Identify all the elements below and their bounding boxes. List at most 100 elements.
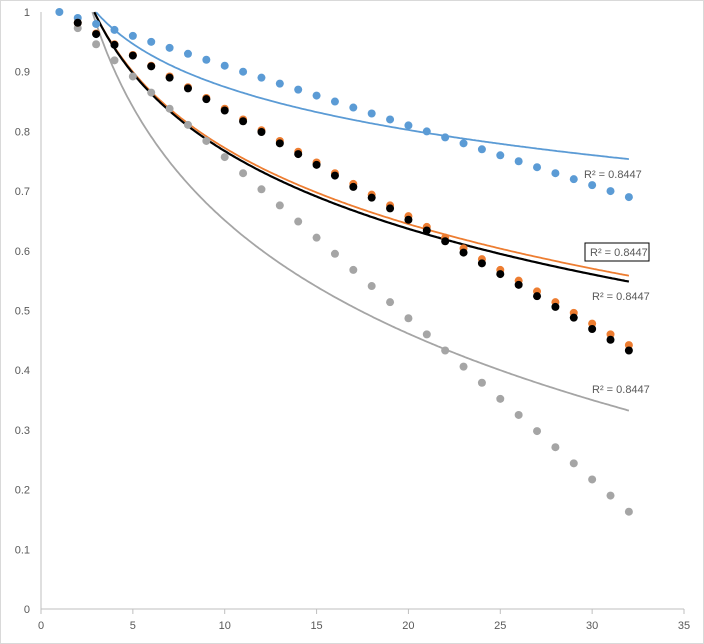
point-blue: [147, 37, 156, 46]
point-gray: [514, 410, 523, 419]
point-black: [73, 18, 82, 27]
point-blue: [257, 73, 266, 82]
point-black: [147, 62, 156, 71]
trendline-orange: [95, 15, 630, 277]
point-gray: [128, 72, 137, 81]
r2-label-black: R² = 0.8447: [592, 291, 650, 303]
point-blue: [183, 49, 192, 58]
trendline-gray: [91, 11, 630, 412]
point-black: [441, 237, 450, 246]
x-tick-label: 35: [678, 620, 690, 632]
x-tick-label: 0: [38, 620, 44, 632]
point-gray: [165, 104, 174, 113]
point-black: [569, 313, 578, 322]
x-tick-label: 5: [130, 620, 136, 632]
x-tick-label: 25: [494, 620, 506, 632]
point-blue: [496, 151, 505, 160]
y-tick-label: 0: [24, 604, 30, 616]
y-tick-label: 1: [24, 7, 30, 19]
point-black: [606, 335, 615, 344]
point-gray: [404, 314, 413, 323]
y-tick-label: 0.6: [15, 246, 30, 258]
x-tick-label: 20: [402, 620, 414, 632]
point-blue: [55, 8, 64, 16]
point-black: [386, 204, 395, 213]
point-black: [110, 40, 119, 49]
point-gray: [275, 201, 284, 210]
point-black: [239, 117, 248, 126]
point-blue: [220, 61, 229, 70]
point-blue: [459, 139, 468, 148]
point-gray: [367, 282, 376, 291]
point-blue: [165, 43, 174, 52]
point-gray: [496, 394, 505, 403]
r2-label-gray: R² = 0.8447: [592, 384, 650, 396]
point-blue: [533, 163, 542, 172]
point-blue: [514, 157, 523, 166]
point-gray: [257, 185, 266, 194]
point-blue: [128, 31, 137, 40]
point-blue: [239, 67, 248, 76]
point-black: [349, 182, 358, 191]
point-black: [514, 280, 523, 289]
point-gray: [422, 330, 431, 339]
r2-label-blue: R² = 0.8447: [584, 169, 642, 181]
r2-labels: R² = 0.8447 R² = 0.8447 R² = 0.8447 R² =…: [584, 169, 650, 396]
point-blue: [606, 187, 615, 196]
point-blue: [92, 19, 101, 28]
point-gray: [349, 265, 358, 274]
point-blue: [202, 55, 211, 64]
point-black: [220, 106, 229, 115]
trendline-blue: [95, 11, 629, 160]
point-blue: [312, 91, 321, 100]
point-blue: [367, 109, 376, 118]
trendline-black: [93, 11, 630, 283]
y-tick-label: 0.8: [15, 126, 30, 138]
point-gray: [312, 233, 321, 242]
point-black: [294, 150, 303, 159]
r2-label-orange: R² = 0.8447: [590, 247, 648, 259]
point-black: [624, 346, 633, 355]
point-black: [551, 302, 560, 311]
trendlines: [91, 11, 630, 412]
point-black: [477, 259, 486, 268]
point-gray: [477, 378, 486, 387]
y-tick-label: 0.5: [15, 306, 30, 318]
point-black: [496, 270, 505, 279]
point-gray: [92, 40, 101, 49]
point-black: [275, 139, 284, 148]
point-gray: [239, 169, 248, 178]
point-gray: [569, 459, 578, 468]
point-blue: [110, 25, 119, 34]
point-gray: [551, 443, 560, 452]
point-blue: [404, 121, 413, 130]
point-blue: [386, 115, 395, 124]
point-gray: [202, 136, 211, 145]
point-blue: [588, 181, 597, 190]
point-gray: [330, 249, 339, 258]
point-blue: [551, 169, 560, 178]
point-gray: [459, 362, 468, 371]
point-gray: [588, 475, 597, 484]
point-black: [588, 325, 597, 334]
y-tick-label: 0.2: [15, 485, 30, 497]
point-blue: [294, 85, 303, 94]
r2-label-box: [584, 242, 650, 262]
point-black: [367, 193, 376, 202]
point-blue: [569, 175, 578, 184]
point-black: [165, 73, 174, 82]
point-blue: [275, 79, 284, 88]
point-black: [330, 171, 339, 180]
y-tick-label: 0.1: [15, 544, 30, 556]
axes: 0 5 10 15 20 25 30 35 0 0.1 0.2 0.3 0.4 0.5 0.6 0.7 0.8 0…: [15, 7, 690, 632]
data-points: [55, 8, 633, 516]
point-gray: [441, 346, 450, 355]
point-black: [422, 226, 431, 235]
point-black: [92, 30, 101, 39]
point-gray: [606, 491, 615, 500]
x-tick-label: 30: [586, 620, 598, 632]
point-gray: [220, 153, 229, 162]
point-gray: [294, 217, 303, 226]
